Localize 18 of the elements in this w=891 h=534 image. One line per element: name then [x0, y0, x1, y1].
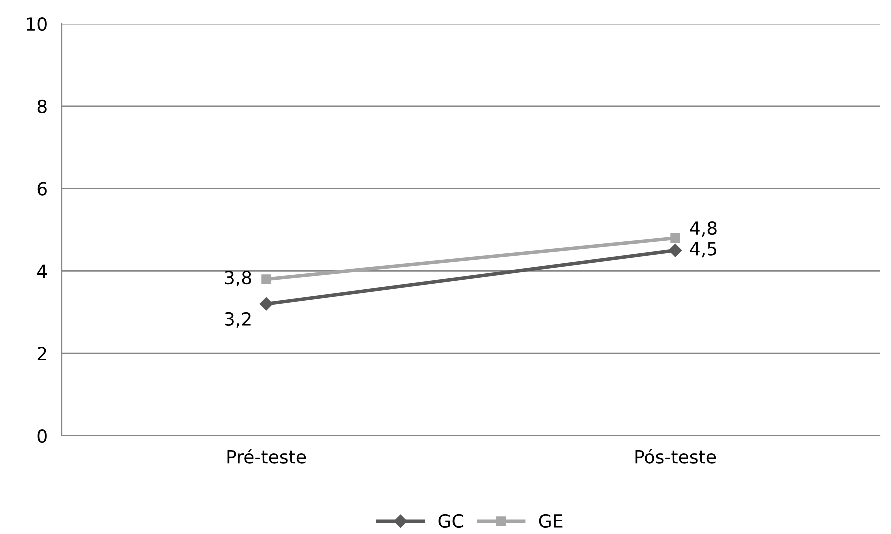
legend-label: GE — [539, 514, 563, 528]
data-label: 3,8 — [225, 271, 252, 287]
y-tick-label: 6 — [38, 182, 47, 196]
point — [668, 244, 682, 258]
y-tick-label: 10 — [27, 17, 47, 32]
x-tick-label: Pré-teste — [228, 449, 306, 464]
y-tick-label: 0 — [38, 429, 47, 444]
y-tick-label: 8 — [38, 100, 47, 114]
y-tick-label: 4 — [38, 264, 48, 278]
point — [260, 298, 274, 311]
data-label: 4,5 — [690, 242, 717, 258]
data-label: 4,8 — [690, 221, 717, 237]
point — [262, 274, 272, 284]
x-tick-label: Pós-teste — [636, 449, 716, 464]
point — [670, 233, 680, 244]
data-label: 3,2 — [225, 312, 251, 328]
y-tick-label: 2 — [38, 347, 46, 360]
legend-label: GC — [438, 514, 464, 528]
